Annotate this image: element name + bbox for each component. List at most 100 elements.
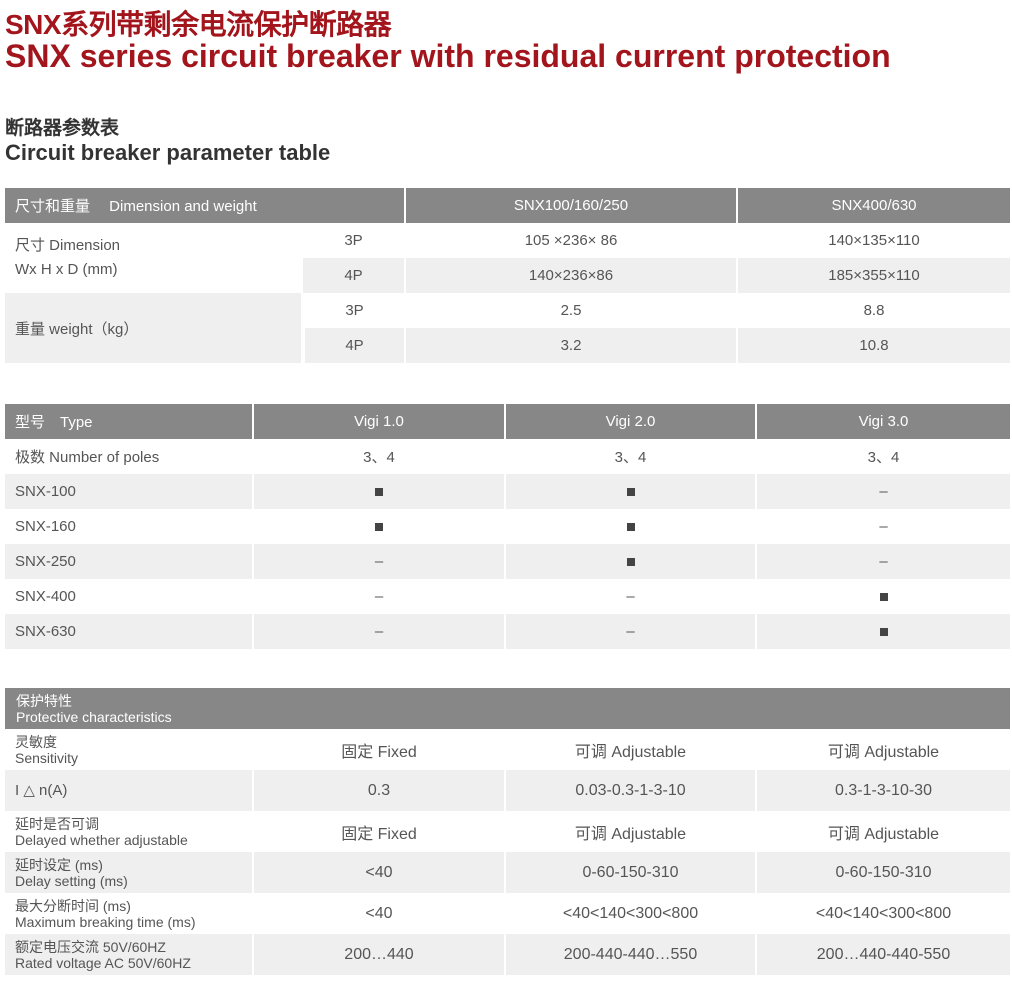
dimension-label: 尺寸 Dimension Wx H x D (mm) [5, 223, 303, 293]
value-cell: 0.03-0.3-1-3-10 [506, 770, 757, 811]
value-cell: 200…440-440-550 [816, 945, 951, 963]
value-cell: <40 [254, 852, 506, 893]
table-row: 3P 2.5 8.8 [305, 293, 1010, 328]
value-cell: <40 [254, 893, 506, 934]
label-en: Maximum breaking time (ms) [15, 913, 196, 930]
available-square-icon [626, 522, 635, 531]
header-cell: 型号 Type [5, 404, 254, 439]
value-cell: 3、4 [506, 439, 757, 474]
available-square-icon [375, 487, 383, 496]
pole-cell: 4P [303, 258, 406, 293]
section-title-en: Circuit breaker parameter table [5, 140, 331, 165]
label-cell: 灵敏度 Sensitivity [5, 729, 254, 770]
label-en: Delayed whether adjustable [15, 831, 188, 848]
table-row: 最大分断时间 (ms) Maximum breaking time (ms) <40… [5, 893, 1010, 934]
availability-cell [254, 509, 506, 544]
value-cell: 3.2 [406, 328, 738, 363]
table-row: I △ n(A) 0.3 0.03-0.3-1-3-10 0.3-1-3-10-30 [5, 770, 1010, 811]
model-cell: SNX-400 [5, 579, 254, 614]
value-cell: 140×135×110 [828, 232, 920, 249]
value-cell: 200…440 [254, 934, 506, 975]
model-cell: SNX-250 [5, 544, 254, 579]
value-cell: 8.8 [863, 302, 885, 319]
model-cell: SNX-160 [5, 509, 254, 544]
value-cell: 3、4 [867, 449, 900, 466]
value-cell: 0.3 [254, 770, 506, 811]
table-row: 4P 3.2 10.8 [305, 328, 1010, 363]
table-row: 延时是否可调 Delayed whether adjustable 固定 Fixed… [5, 811, 1010, 852]
model-cell: SNX-100 [5, 474, 254, 509]
section-title-cn: 断路器参数表 [5, 118, 120, 139]
table-row: SNX-160 – [5, 509, 1010, 544]
label-cn: 灵敏度 [15, 733, 57, 750]
availability-cell [254, 474, 506, 509]
table-row: 4P 140×236×86 185×355×110 [303, 258, 1010, 293]
label-en: Sensitivity [15, 749, 79, 766]
value-cell: 可调 Adjustable [506, 729, 757, 770]
value-cell: 固定 Fixed [254, 811, 506, 852]
protective-table: 保护特性 Protective characteristics 灵敏度 Sensi… [5, 688, 1010, 975]
available-square-icon [879, 592, 888, 601]
pole-cell: 4P [305, 328, 406, 363]
table-header: 型号 Type Vigi 1.0 Vigi 2.0 Vigi 3.0 [5, 404, 1010, 439]
label-cell: 最大分断时间 (ms) Maximum breaking time (ms) [5, 893, 254, 934]
label-cell: 极数 Number of poles [5, 439, 254, 474]
availability-cell [506, 544, 757, 579]
value-cell: 固定 Fixed [254, 729, 506, 770]
availability-cell: – [254, 579, 506, 614]
value-cell: 3、4 [254, 439, 506, 474]
availability-cell: – [254, 614, 506, 649]
value-cell: 0.3-1-3-10-30 [835, 781, 932, 799]
availability-cell: – [879, 553, 888, 570]
label-cn: 延时是否可调 [15, 815, 99, 832]
table-row: 额定电压交流 50V/60HZ Rated voltage AC 50V/60HZ… [5, 934, 1010, 975]
availability-cell [506, 474, 757, 509]
value-cell: 可调 Adjustable [827, 743, 940, 761]
availability-cell: – [254, 544, 506, 579]
value-cell: 0-60-150-310 [506, 852, 757, 893]
value-cell: 可调 Adjustable [827, 825, 940, 843]
label-cn: 最大分断时间 (ms) [15, 897, 131, 914]
table-row: 3P 105 ×236× 86 140×135×110 [303, 223, 1010, 258]
value-cell: 0-60-150-310 [835, 863, 932, 881]
table-header: 尺寸和重量 Dimension and weight SNX100/160/25… [5, 188, 1010, 223]
weight-label: 重量 weight（kg） [5, 293, 303, 363]
value-cell: 200-440-440…550 [506, 934, 757, 975]
label-en: Rated voltage AC 50V/60HZ [15, 954, 191, 971]
table-row: 灵敏度 Sensitivity 固定 Fixed 可调 Adjustable 可调 Ad… [5, 729, 1010, 770]
label-cell: 额定电压交流 50V/60HZ Rated voltage AC 50V/60HZ [5, 934, 254, 975]
available-square-icon [626, 557, 635, 566]
table-header: 保护特性 Protective characteristics [5, 688, 1010, 729]
title-en: SNX series circuit breaker with residual… [5, 38, 891, 74]
availability-cell: – [879, 483, 888, 500]
label-cell: 延时是否可调 Delayed whether adjustable [5, 811, 254, 852]
availability-cell: – [506, 579, 757, 614]
label-en: Delay setting (ms) [15, 872, 128, 889]
availability-cell: – [879, 518, 888, 535]
type-table: 型号 Type Vigi 1.0 Vigi 2.0 Vigi 3.0 极数 Nu… [5, 404, 1010, 649]
availability-cell [757, 579, 1010, 614]
value-cell: 105 ×236× 86 [406, 223, 738, 258]
label-cell: 延时设定 (ms) Delay setting (ms) [5, 852, 254, 893]
header-cell: Vigi 1.0 [254, 404, 506, 439]
label-cn: 延时设定 (ms) [15, 856, 103, 873]
dimension-label-line: Wx H x D (mm) [15, 261, 118, 278]
header-cell: SNX400/630 [831, 197, 917, 214]
availability-cell: – [506, 614, 757, 649]
available-square-icon [375, 522, 383, 531]
header-cell: SNX100/160/250 [406, 188, 738, 223]
table-row: SNX-250– – [5, 544, 1010, 579]
value-cell: 140×236×86 [406, 258, 738, 293]
value-cell: 185×355×110 [828, 267, 920, 284]
pole-cell: 3P [303, 223, 406, 258]
value-cell: 可调 Adjustable [506, 811, 757, 852]
table-row: SNX-630– – [5, 614, 1010, 649]
label-cell: I △ n(A) [5, 770, 254, 811]
model-cell: SNX-630 [5, 614, 254, 649]
dimension-weight-table: 尺寸和重量 Dimension and weight SNX100/160/25… [5, 188, 1010, 363]
table-row: 延时设定 (ms) Delay setting (ms) <40 0-60-150-3… [5, 852, 1010, 893]
label-cn: I △ n(A) [15, 781, 68, 799]
header-cell: 尺寸和重量 Dimension and weight [5, 188, 406, 223]
table-row: SNX-100 – [5, 474, 1010, 509]
table-row: 极数 Number of poles 3、4 3、4 3、4 [5, 439, 1010, 474]
